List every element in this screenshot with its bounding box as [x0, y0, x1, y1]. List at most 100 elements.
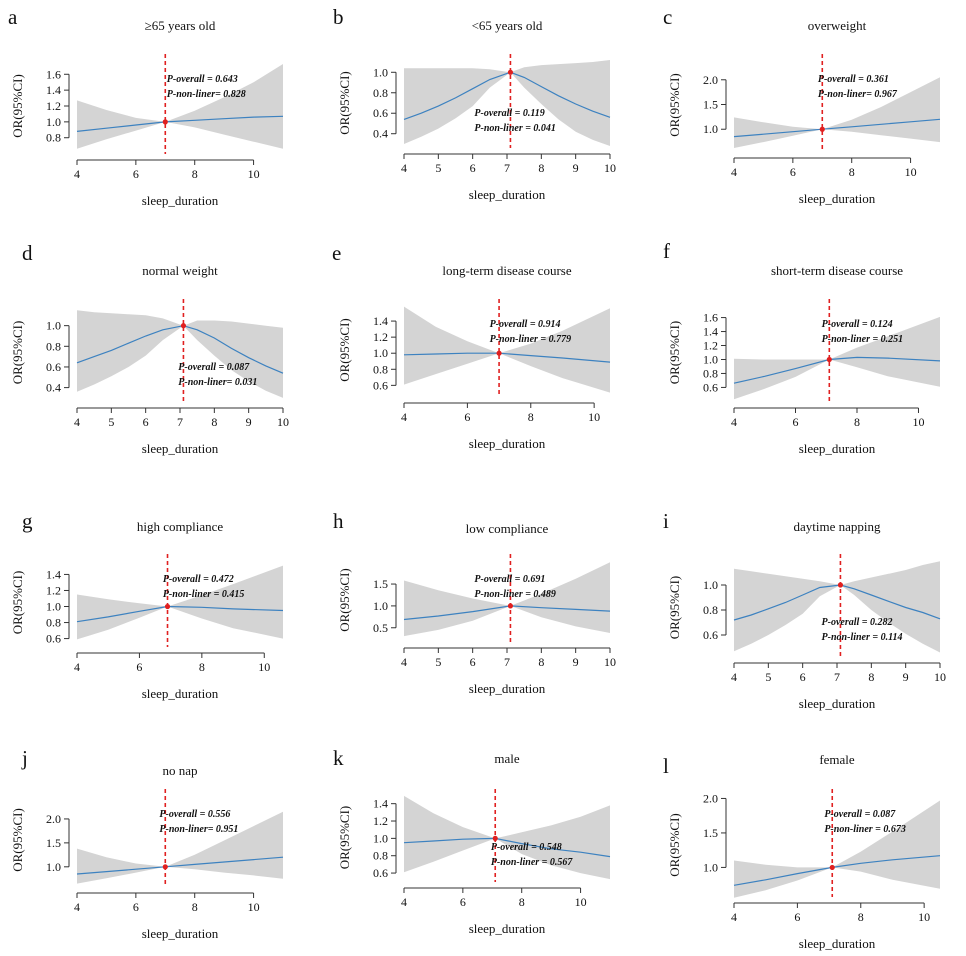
x-tick-label: 8 — [519, 895, 525, 909]
x-tick-label: 4 — [74, 900, 80, 914]
x-tick-label: 10 — [258, 660, 270, 674]
x-tick-label: 7 — [177, 415, 183, 429]
y-tick-label: 1.0 — [703, 578, 718, 592]
y-tick-label: 1.0 — [373, 831, 388, 845]
x-tick-label: 10 — [575, 895, 587, 909]
p-value-annotation: P-non-liner= 0.951 — [159, 824, 238, 835]
x-tick-label: 10 — [604, 161, 616, 175]
ci-band — [404, 60, 610, 146]
y-tick-label: 1.0 — [46, 860, 61, 874]
p-value-annotation: P-non-liner = 0.489 — [474, 589, 556, 600]
y-tick-label: 1.2 — [46, 99, 61, 113]
y-tick-label: 0.8 — [46, 339, 61, 353]
x-tick-label: 8 — [538, 161, 544, 175]
or-curve — [733, 118, 941, 138]
x-tick-label: 10 — [918, 910, 930, 924]
panel-title: male — [494, 751, 519, 766]
ci-band — [734, 561, 940, 653]
x-tick-label: 10 — [277, 415, 289, 429]
panel-title: long-term disease course — [442, 263, 571, 278]
y-tick-label: 1.0 — [46, 115, 61, 129]
x-tick-label: 4 — [731, 910, 737, 924]
panel-i: i daytime napping 4 5 6 7 8 9 10 0.6 0.8 1.0 sleep_d… — [663, 509, 946, 711]
y-tick-label: 0.6 — [373, 378, 388, 392]
y-tick-label: 1.0 — [373, 65, 388, 79]
p-value-annotation: P-overall = 0.361 — [818, 74, 889, 85]
y-axis-label: OR(95%CI) — [10, 321, 25, 385]
x-tick-label: 10 — [248, 167, 260, 181]
x-axis-label: sleep_duration — [142, 441, 219, 456]
x-axis-label: sleep_duration — [799, 441, 876, 456]
y-axis-label: OR(95%CI) — [667, 576, 682, 640]
reference-point — [837, 582, 844, 588]
panel-title: ≥65 years old — [145, 18, 216, 33]
y-tick-label: 1.2 — [373, 814, 388, 828]
x-axis-label: sleep_duration — [469, 187, 546, 202]
reference-point — [164, 603, 171, 610]
x-tick-label: 4 — [731, 165, 737, 179]
panel-title: low compliance — [466, 521, 549, 536]
panel-e: e long-term disease course 4 6 8 10 0.6 0.8 1.0 1… — [332, 241, 611, 451]
x-axis-label: sleep_duration — [142, 193, 219, 208]
y-axis-label: OR(95%CI) — [10, 74, 25, 138]
x-tick-label: 4 — [74, 660, 80, 674]
panel-g: g high compliance 4 6 8 10 0.6 0.8 1.0 1.2 1.4 slee… — [10, 509, 284, 701]
x-tick-label: 8 — [868, 670, 874, 684]
x-tick-label: 6 — [133, 900, 139, 914]
x-tick-label: 7 — [834, 670, 840, 684]
y-tick-label: 1.5 — [703, 98, 718, 112]
panel-letter: b — [333, 5, 344, 29]
x-tick-label: 10 — [248, 900, 260, 914]
x-tick-label: 7 — [504, 161, 510, 175]
y-tick-label: 0.6 — [703, 380, 718, 394]
x-tick-label: 8 — [211, 415, 217, 429]
x-tick-label: 7 — [504, 655, 510, 669]
or-curve — [76, 856, 284, 875]
p-value-annotation: P-overall = 0.124 — [822, 319, 893, 330]
x-tick-label: 6 — [792, 415, 798, 429]
x-tick-label: 10 — [604, 655, 616, 669]
ci-band — [77, 64, 283, 149]
p-value-annotation: P-overall = 0.643 — [167, 74, 238, 85]
x-tick-label: 8 — [199, 660, 205, 674]
y-tick-label: 1.6 — [703, 311, 718, 325]
x-tick-label: 8 — [192, 900, 198, 914]
x-tick-label: 5 — [435, 161, 441, 175]
panel-title: high compliance — [137, 519, 224, 534]
reference-point — [180, 323, 187, 329]
x-tick-label: 6 — [800, 670, 806, 684]
panel-title: overweight — [808, 18, 867, 33]
p-value-annotation: P-overall = 0.556 — [159, 809, 230, 820]
reference-point — [819, 126, 825, 132]
y-tick-label: 0.8 — [373, 362, 388, 376]
y-tick-label: 1.0 — [46, 600, 61, 614]
x-tick-label: 4 — [401, 655, 407, 669]
y-tick-label: 0.6 — [46, 632, 61, 646]
y-tick-label: 0.6 — [373, 866, 388, 880]
y-axis-label: OR(95%CI) — [337, 806, 352, 870]
y-tick-label: 0.6 — [373, 106, 388, 120]
x-axis-label: sleep_duration — [469, 921, 546, 936]
panel-d: d normal weight 4 5 6 7 8 9 10 0.4 0.6 0.8 1.0 sleep_… — [10, 241, 289, 456]
panel-c: c overweight 4 6 8 10 1.0 1.5 2.0 sleep_duration O… — [663, 5, 941, 206]
ci-band — [734, 77, 940, 148]
panel-letter: h — [333, 509, 344, 533]
y-tick-label: 0.5 — [373, 621, 388, 635]
y-tick-label: 1.2 — [373, 330, 388, 344]
panel-f: f short-term disease course 4 6 8 10 0.60.81.0… — [663, 239, 941, 456]
y-tick-label: 1.4 — [46, 83, 61, 97]
x-tick-label: 6 — [464, 410, 470, 424]
p-value-annotation: P-non-liner= 0.828 — [167, 89, 246, 100]
y-tick-label: 1.2 — [703, 339, 718, 353]
p-value-annotation: P-non-liner = 0.415 — [163, 589, 245, 600]
y-tick-label: 0.8 — [703, 366, 718, 380]
p-value-annotation: P-non-liner = 0.041 — [474, 123, 556, 134]
x-tick-label: 6 — [136, 660, 142, 674]
ci-band — [77, 565, 283, 640]
panel-letter: e — [332, 241, 341, 265]
x-axis-label: sleep_duration — [799, 191, 876, 206]
x-axis-label: sleep_duration — [142, 926, 219, 941]
panel-a: a ≥65 years old 4 6 8 10 0.8 1.0 1.2 1.4 1.6 sleep_… — [8, 5, 284, 208]
x-tick-label: 10 — [588, 410, 600, 424]
